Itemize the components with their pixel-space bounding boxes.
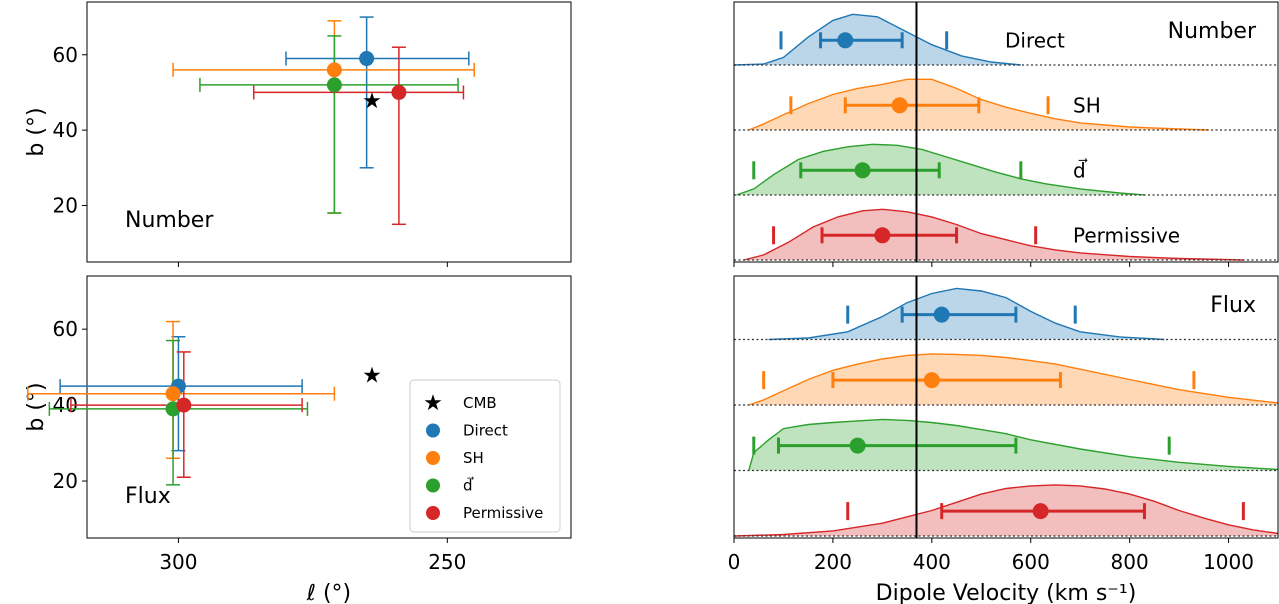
d-median-point bbox=[854, 162, 871, 179]
x-tick-label: 600 bbox=[1012, 550, 1050, 574]
y-tick-label: 60 bbox=[53, 317, 78, 341]
sh-density-line bbox=[748, 353, 1279, 406]
axes-background bbox=[734, 276, 1278, 538]
y-tick-label: 40 bbox=[53, 118, 78, 142]
permissive-point bbox=[176, 397, 192, 413]
sh-series-label: SH bbox=[1073, 93, 1101, 117]
panel-annotation: Number bbox=[125, 208, 214, 233]
legend-permissive-marker bbox=[426, 506, 440, 520]
d-series-label: d⃗ bbox=[1073, 158, 1088, 183]
legend-direct-marker bbox=[426, 423, 440, 438]
legend-d-marker bbox=[426, 478, 440, 493]
direct-density-line bbox=[768, 287, 1165, 341]
legend-entry-direct: Direct bbox=[463, 422, 508, 440]
flux-velocity-panel: Flux 0 200 400 600 800 1000 Dipole Velocity (km… bbox=[728, 275, 1279, 604]
x-tick-label: 800 bbox=[1111, 550, 1149, 574]
direct-median-point bbox=[837, 32, 854, 49]
x-tick-label: 300 bbox=[159, 550, 197, 574]
legend-sh-marker bbox=[426, 451, 440, 465]
legend-entry-sh: SH bbox=[463, 449, 484, 467]
x-tick-label: 200 bbox=[814, 550, 852, 574]
panel-annotation: Flux bbox=[125, 484, 171, 509]
number-direction-panel: 20 40 60 b (°) Number ★ bbox=[24, 1, 572, 267]
x-axis-label: ℓ (°) bbox=[306, 581, 351, 604]
sh-median-point bbox=[923, 372, 940, 389]
sh-median-point bbox=[891, 97, 908, 114]
y-tick-label: 60 bbox=[53, 43, 78, 67]
legend-entry-cmb: CMB bbox=[463, 394, 497, 412]
direct-density-line bbox=[733, 13, 1021, 66]
cmb-star-icon: ★ bbox=[362, 89, 382, 114]
y-axis-label: b (°) bbox=[24, 107, 49, 156]
permissive-median-point bbox=[1032, 503, 1049, 520]
axes-frame bbox=[733, 1, 1279, 263]
axes-frame bbox=[733, 275, 1279, 539]
number-velocity-panel: Direct SH d⃗ Permissive Number bbox=[733, 1, 1279, 267]
permissive-series-label: Permissive bbox=[1073, 223, 1180, 247]
sh-point bbox=[165, 386, 181, 402]
panel-title: Number bbox=[1168, 19, 1257, 44]
permissive-density-fill bbox=[743, 209, 1244, 260]
direct-median-point bbox=[933, 306, 950, 323]
legend-entry-d: d⃗ bbox=[463, 476, 474, 495]
legend-cmb-star-icon: ★ bbox=[423, 391, 443, 416]
x-tick-label: 250 bbox=[428, 550, 466, 574]
axes-background bbox=[734, 2, 1278, 262]
d-median-point bbox=[849, 437, 866, 454]
x-tick-label: 400 bbox=[913, 550, 951, 574]
permissive-point bbox=[391, 84, 407, 100]
panel-title: Flux bbox=[1210, 293, 1256, 318]
axes-frame bbox=[86, 1, 572, 263]
permissive-median-point bbox=[874, 227, 891, 244]
y-tick-label: 20 bbox=[53, 193, 78, 217]
permissive-density-line bbox=[733, 484, 1279, 537]
direct-series-label: Direct bbox=[1005, 28, 1065, 52]
d-point bbox=[326, 77, 342, 93]
x-tick-label: 0 bbox=[728, 550, 741, 574]
d-density-line bbox=[736, 143, 1145, 196]
permissive-density-line bbox=[743, 208, 1244, 261]
x-tick-label: 1000 bbox=[1203, 550, 1254, 574]
sh-density-line bbox=[748, 78, 1209, 131]
x-axis-label: Dipole Velocity (km s⁻¹) bbox=[876, 581, 1137, 604]
direct-point bbox=[359, 51, 375, 67]
cmb-star-icon: ★ bbox=[362, 364, 382, 389]
d-density-line bbox=[748, 418, 1279, 471]
y-tick-label: 20 bbox=[53, 469, 78, 493]
legend-box bbox=[409, 379, 561, 533]
legend-entry-permissive: Permissive bbox=[463, 504, 543, 522]
legend: ★ CMB Direct SH d⃗ Permissive bbox=[409, 379, 561, 533]
sh-point bbox=[326, 62, 342, 78]
